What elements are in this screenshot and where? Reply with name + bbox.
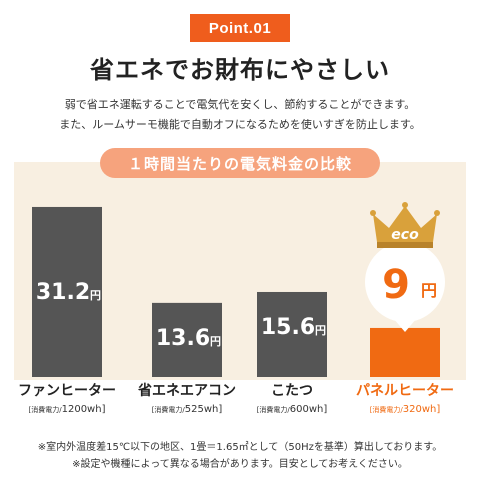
category-label-1: 省エネエアコン: [137, 382, 236, 399]
bar-2: [257, 291, 327, 377]
crown-jewel-left-icon: [370, 210, 376, 216]
bar-unit-label-2: 円: [315, 324, 326, 337]
power-label-1: [消費電力/525wh]: [152, 404, 223, 415]
highlight-bubble-tail: [393, 318, 417, 332]
description-line-2: また、ルームサーモ機能で自動オフになるためを使いすぎを防止します。: [59, 118, 421, 131]
power-label-2: [消費電力/600wh]: [257, 404, 328, 415]
bar-value-label-2: 15.6: [261, 315, 315, 340]
page-headline: 省エネでお財布にやさしい: [90, 56, 390, 84]
highlight-value-label: 9: [382, 262, 410, 308]
bar-3: [370, 327, 440, 377]
description-line-1: 弱で省エネ運転することで電気代を安くし、節約することができます。: [64, 98, 416, 111]
highlight-unit-label: 円: [421, 281, 437, 300]
bar-1: [152, 302, 222, 377]
power-label-0: [消費電力/1200wh]: [29, 404, 106, 415]
crown-eco-text: eco: [391, 227, 419, 243]
bar-value-label-0: 31.2: [36, 280, 90, 305]
bar-unit-label-1: 円: [210, 335, 221, 348]
point-badge: Point.01: [190, 14, 290, 42]
category-label-3: パネルヒーター: [356, 383, 454, 399]
highlight-bubble: [365, 242, 445, 322]
crown-icon: [373, 206, 437, 242]
footnote-2: ※設定や機種によって異なる場合があります。目安としてお考えください。: [72, 459, 408, 470]
footnote-1: ※室内外温度差15℃以下の地区、1畳＝1.65㎡として（50Hzを基準）算出して…: [37, 442, 443, 453]
power-label-3: [消費電力/320wh]: [370, 404, 441, 415]
chart-title: １時間当たりの電気料金の比較: [100, 148, 380, 178]
bar-unit-label-0: 円: [90, 289, 101, 302]
crown-jewel-center-icon: [402, 202, 408, 208]
crown-band-icon: [377, 242, 433, 248]
crown-jewel-right-icon: [434, 210, 440, 216]
bar-value-label-1: 13.6: [156, 326, 210, 351]
category-label-0: ファンヒーター: [18, 383, 116, 399]
bar-0: [32, 206, 102, 377]
category-label-2: こたつ: [271, 383, 313, 399]
